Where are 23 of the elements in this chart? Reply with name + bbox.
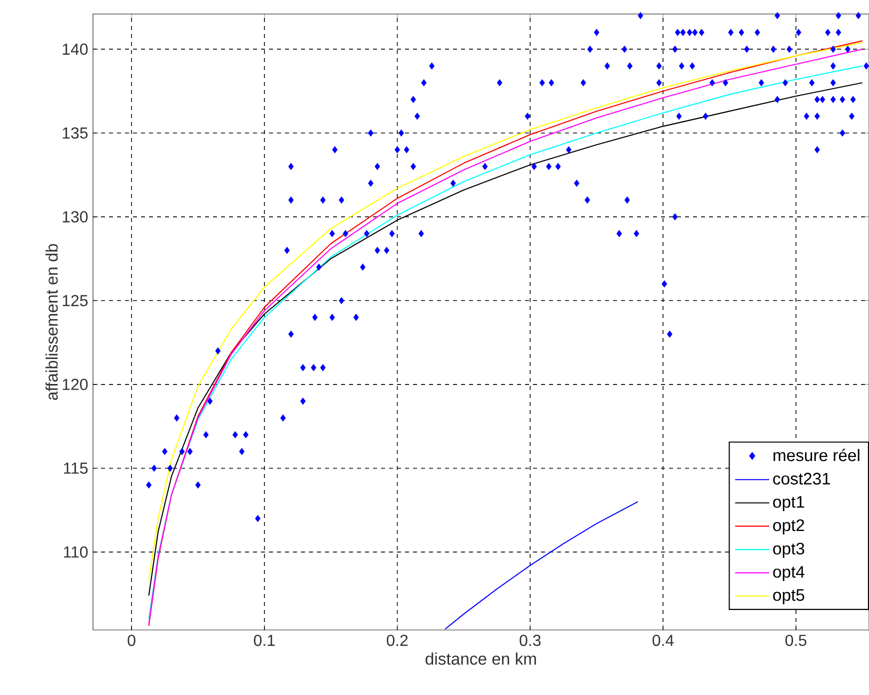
y-tick-label: 130 [62,211,88,222]
y-axis-title: affaiblissement en db [46,244,58,400]
legend-label: opt2 [773,519,804,534]
legend-label: opt3 [773,542,804,558]
y-tick-label: 110 [64,546,88,558]
y-tick-label: 140 [62,44,88,55]
legend-label: mesure réel [774,448,860,462]
y-tick-label: 135 [62,127,88,139]
x-tick-label: 0.1 [254,634,275,646]
legend-label: cost231 [773,472,830,485]
legend-label: opt1 [773,496,804,512]
y-tick-label: 115 [64,462,88,474]
x-axis-title: distance en km [426,652,536,665]
x-tick-label: 0.5 [785,634,806,646]
line-series [444,501,638,630]
x-tick-label: 0.4 [652,634,674,646]
x-tick-label: 0 [128,634,136,646]
y-tick-label: 125 [62,294,88,306]
y-tick-label: 120 [62,378,88,390]
x-tick-label: 0.2 [386,634,408,646]
x-tick-label: 0.3 [520,634,541,646]
legend-label: opt4 [773,566,804,582]
legend-label: opt5 [773,589,804,604]
